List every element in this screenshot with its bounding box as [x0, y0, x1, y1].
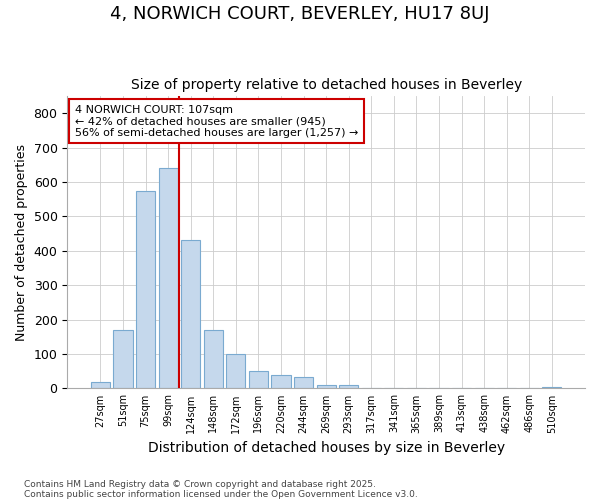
Bar: [226, 354, 245, 388]
Bar: [136, 190, 155, 388]
Bar: [113, 330, 133, 388]
Y-axis label: Number of detached properties: Number of detached properties: [15, 144, 28, 340]
Bar: [317, 385, 336, 388]
Title: Size of property relative to detached houses in Beverley: Size of property relative to detached ho…: [131, 78, 522, 92]
X-axis label: Distribution of detached houses by size in Beverley: Distribution of detached houses by size …: [148, 441, 505, 455]
Text: Contains HM Land Registry data © Crown copyright and database right 2025.
Contai: Contains HM Land Registry data © Crown c…: [24, 480, 418, 499]
Bar: [339, 385, 358, 388]
Bar: [181, 240, 200, 388]
Bar: [249, 371, 268, 388]
Bar: [203, 330, 223, 388]
Bar: [294, 378, 313, 388]
Bar: [91, 382, 110, 388]
Bar: [271, 376, 290, 388]
Bar: [158, 168, 178, 388]
Text: 4 NORWICH COURT: 107sqm
← 42% of detached houses are smaller (945)
56% of semi-d: 4 NORWICH COURT: 107sqm ← 42% of detache…: [75, 104, 358, 138]
Text: 4, NORWICH COURT, BEVERLEY, HU17 8UJ: 4, NORWICH COURT, BEVERLEY, HU17 8UJ: [110, 5, 490, 23]
